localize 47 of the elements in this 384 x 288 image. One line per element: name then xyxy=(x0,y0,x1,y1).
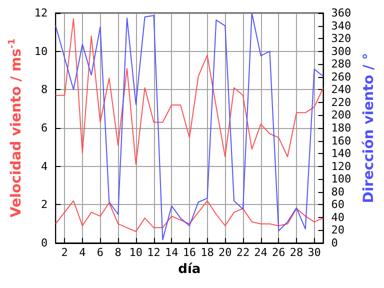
y2-tick-label: 180 xyxy=(331,122,352,134)
x-tick-label: 10 xyxy=(129,246,143,259)
y-axis-title: Velocidad viento / ms-1 xyxy=(8,38,24,218)
y-tick-label: 6 xyxy=(41,122,48,134)
y2-tick-label: 340 xyxy=(331,19,352,32)
y2-tick-label: 260 xyxy=(331,70,352,84)
y2-tick-label: 80 xyxy=(331,185,344,198)
y2-tick-label: 300 xyxy=(331,44,352,58)
y2-tick-label: 60 xyxy=(331,198,344,212)
y-tick-label: 2 xyxy=(41,198,48,212)
y-tick-label: 12 xyxy=(34,6,48,20)
x-tick-label: 30 xyxy=(308,246,321,259)
line-series xyxy=(55,200,324,232)
x-tick-label: 14 xyxy=(164,246,179,259)
y-tick-label: 4 xyxy=(41,160,48,173)
x-tick-label: 28 xyxy=(290,246,304,259)
y2-tick-label: 280 xyxy=(331,58,352,71)
x-tick-label: 20 xyxy=(218,246,232,259)
x-tick-label: 12 xyxy=(147,246,160,259)
y2-tick-label: 0 xyxy=(331,236,338,250)
x-tick-label: 22 xyxy=(236,246,250,259)
x-tick-label: 18 xyxy=(200,246,214,259)
x-tick-label: 26 xyxy=(272,246,286,259)
y2-tick-label: 20 xyxy=(331,224,344,237)
y2-tick-label: 160 xyxy=(331,134,352,148)
y2-tick-label: 220 xyxy=(331,96,352,109)
y2-tick-label: 200 xyxy=(331,108,352,122)
y-tick-label: 0 xyxy=(41,236,48,250)
x-axis-title: día xyxy=(178,262,201,277)
y-tick-label: 8 xyxy=(41,83,48,96)
y2-tick-label: 120 xyxy=(331,160,352,173)
y2-tick-label: 240 xyxy=(331,83,352,96)
y2-axis-title: Dirección viento / ° xyxy=(361,52,377,204)
y-tick-label: 10 xyxy=(34,44,48,58)
x-tick-label: 4 xyxy=(79,246,86,259)
x-tick-label: 2 xyxy=(61,246,68,259)
line-series xyxy=(55,12,324,240)
x-tick-label: 8 xyxy=(114,246,122,259)
y2-tick-label: 320 xyxy=(331,32,352,46)
y2-tick-label: 140 xyxy=(331,147,352,160)
x-tick-label: 24 xyxy=(254,246,268,259)
x-tick-label: 6 xyxy=(96,246,104,259)
line-series xyxy=(55,18,324,165)
x-tick-label: 16 xyxy=(182,246,196,259)
y2-tick-label: 360 xyxy=(331,6,352,20)
y2-tick-label: 100 xyxy=(331,172,352,186)
y2-tick-label: 40 xyxy=(331,210,344,224)
